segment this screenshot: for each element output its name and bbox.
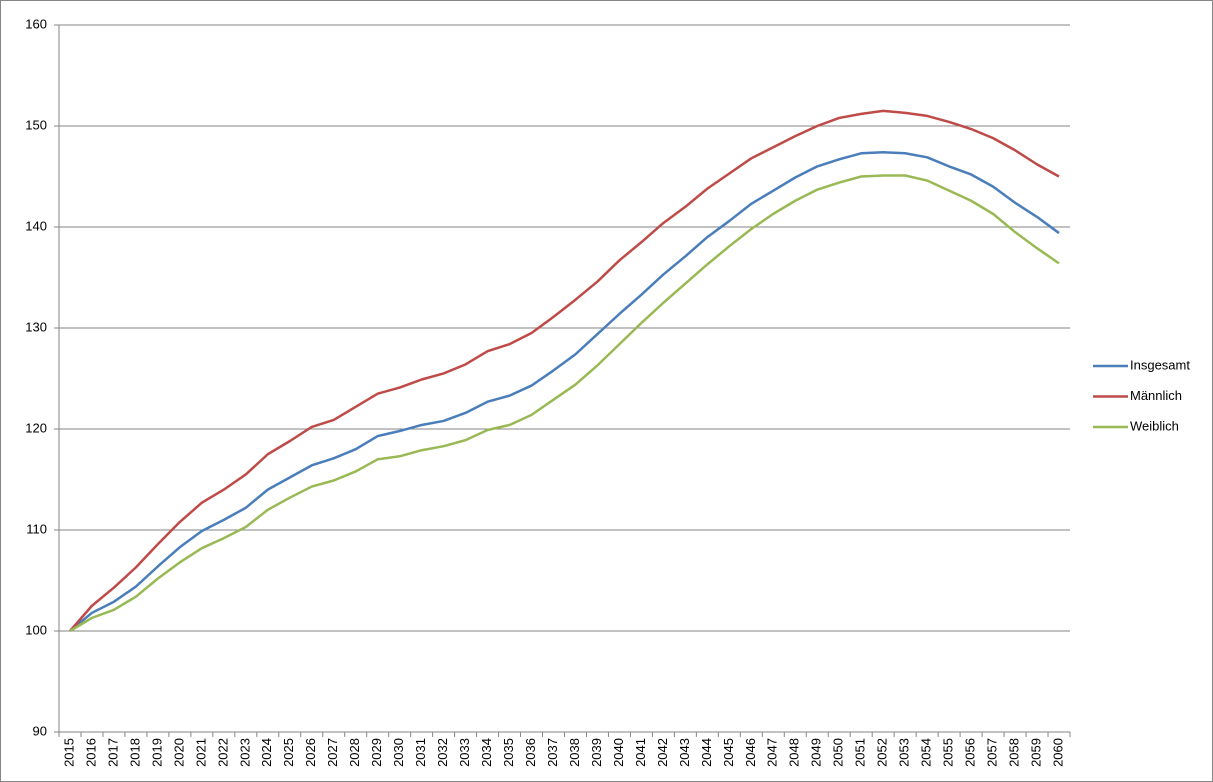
x-tick-label: 2038 (567, 738, 582, 767)
x-tick-label: 2041 (633, 738, 648, 767)
x-tick-label: 2058 (1006, 738, 1021, 767)
x-tick-label: 2055 (941, 738, 956, 767)
legend-label: Männlich (1130, 388, 1182, 403)
x-tick-label: 2028 (347, 738, 362, 767)
x-tick-label: 2030 (391, 738, 406, 767)
x-tick-label: 2056 (963, 738, 978, 767)
x-tick-label: 2036 (523, 738, 538, 767)
x-tick-label: 2019 (149, 738, 164, 767)
x-tick-label: 2032 (435, 738, 450, 767)
y-tick-label: 130 (25, 319, 47, 334)
x-tick-label: 2022 (215, 738, 230, 767)
y-tick-label: 100 (25, 622, 47, 637)
y-tick-label: 120 (25, 420, 47, 435)
x-tick-label: 2021 (193, 738, 208, 767)
x-tick-label: 2020 (171, 738, 186, 767)
y-tick-label: 140 (25, 218, 47, 233)
x-tick-label: 2060 (1050, 738, 1065, 767)
x-tick-label: 2059 (1028, 738, 1043, 767)
x-tick-label: 2051 (853, 738, 868, 767)
x-tick-label: 2042 (655, 738, 670, 767)
x-tick-label: 2053 (897, 738, 912, 767)
x-tick-label: 2054 (919, 738, 934, 767)
x-tick-label: 2045 (721, 738, 736, 767)
x-tick-label: 2037 (545, 738, 560, 767)
x-tick-label: 2018 (127, 738, 142, 767)
x-tick-label: 2027 (325, 738, 340, 767)
series-line (69, 151, 1060, 632)
x-tick-label: 2017 (105, 738, 120, 767)
x-tick-label: 2039 (589, 738, 604, 767)
x-tick-label: 2047 (765, 738, 780, 767)
series-line (69, 174, 1060, 633)
x-tick-label: 2024 (259, 738, 274, 767)
x-tick-label: 2048 (787, 738, 802, 767)
x-tick-label: 2035 (501, 738, 516, 767)
x-tick-label: 2023 (237, 738, 252, 767)
x-tick-label: 2052 (875, 738, 890, 767)
x-tick-label: 2043 (677, 738, 692, 767)
y-tick-label: 160 (25, 16, 47, 31)
x-tick-label: 2029 (369, 738, 384, 767)
x-tick-label: 2040 (611, 738, 626, 767)
x-tick-label: 2016 (83, 738, 98, 767)
x-tick-label: 2025 (281, 738, 296, 767)
x-tick-label: 2033 (457, 738, 472, 767)
x-tick-label: 2057 (985, 738, 1000, 767)
series-line (69, 109, 1060, 632)
x-tick-label: 2049 (809, 738, 824, 767)
x-tick-label: 2034 (479, 738, 494, 767)
legend-label: Insgesamt (1130, 357, 1190, 372)
x-tick-label: 2015 (61, 738, 76, 767)
y-tick-label: 110 (26, 521, 47, 536)
x-tick-label: 2046 (743, 738, 758, 767)
y-tick-label: 150 (25, 117, 47, 132)
x-tick-label: 2031 (413, 738, 428, 767)
x-tick-label: 2044 (699, 738, 714, 767)
x-tick-label: 2050 (831, 738, 846, 767)
x-tick-label: 2026 (303, 738, 318, 767)
legend-label: Weiblich (1130, 418, 1179, 433)
y-tick-label: 90 (33, 723, 47, 738)
